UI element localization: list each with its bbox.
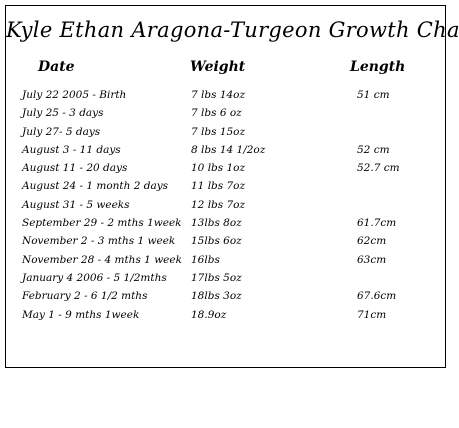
date-column-header: Date: [38, 59, 75, 75]
length-cell: 61.7cm: [357, 217, 397, 230]
table-row: July 22 2005 - Birth 7 lbs 14oz 51 cm: [6, 88, 447, 106]
length-cell: 71cm: [357, 308, 387, 321]
date-cell: May 1 - 9 mths 1week: [22, 308, 140, 321]
weight-cell: 18.9oz: [191, 308, 227, 321]
weight-cell: 15lbs 6oz: [191, 235, 242, 248]
weight-cell: 8 lbs 14 1/2oz: [191, 143, 266, 156]
date-cell: July 27- 5 days: [22, 125, 101, 138]
length-cell: 52.7 cm: [357, 162, 400, 175]
table-row: November 2 - 3 mths 1 week 15lbs 6oz 62cm: [6, 234, 447, 252]
date-cell: November 2 - 3 mths 1 week: [22, 235, 176, 248]
length-cell: 52 cm: [357, 143, 390, 156]
length-cell: 62cm: [357, 235, 387, 248]
length-cell: 67.6cm: [357, 290, 397, 303]
growth-table-body: July 22 2005 - Birth 7 lbs 14oz 51 cm July …: [6, 88, 447, 326]
table-row: August 3 - 11 days 8 lbs 14 1/2oz 52 cm: [6, 143, 447, 161]
growth-chart-panel: Kyle Ethan Aragona-Turgeon Growth Chart …: [5, 5, 459, 368]
table-row: July 27- 5 days 7 lbs 15oz: [6, 125, 447, 143]
weight-column-header: Weight: [190, 59, 246, 75]
weight-cell: 13lbs 8oz: [191, 217, 242, 230]
weight-cell: 18lbs 3oz: [191, 290, 242, 303]
date-cell: August 11 - 20 days: [22, 162, 128, 175]
chart-title: Kyle Ethan Aragona-Turgeon Growth Chart: [6, 18, 459, 42]
date-cell: August 3 - 11 days: [22, 143, 121, 156]
table-row: November 28 - 4 mths 1 week 16lbs 63cm: [6, 253, 447, 271]
weight-cell: 7 lbs 15oz: [191, 125, 246, 138]
date-cell: September 29 - 2 mths 1week: [22, 217, 182, 230]
length-cell: 51 cm: [357, 89, 390, 101]
table-row: August 31 - 5 weeks 12 lbs 7oz: [6, 198, 447, 216]
date-cell: August 31 - 5 weeks: [22, 198, 130, 211]
weight-cell: 16lbs: [191, 253, 220, 266]
date-cell: July 25 - 3 days: [22, 107, 104, 120]
table-row: August 24 - 1 month 2 days 11 lbs 7oz: [6, 179, 447, 197]
date-cell: July 22 2005 - Birth: [22, 89, 127, 101]
weight-cell: 12 lbs 7oz: [191, 198, 246, 211]
weight-cell: 7 lbs 14oz: [191, 89, 246, 101]
table-row: August 11 - 20 days 10 lbs 1oz 52.7 cm: [6, 161, 447, 179]
length-cell: 63cm: [357, 253, 387, 266]
weight-cell: 11 lbs 7oz: [191, 180, 246, 193]
date-cell: August 24 - 1 month 2 days: [22, 180, 169, 193]
length-column-header: Length: [350, 59, 406, 75]
weight-cell: 7 lbs 6 oz: [191, 107, 242, 120]
table-row: July 25 - 3 days 7 lbs 6 oz: [6, 106, 447, 124]
table-row: February 2 - 6 1/2 mths 18lbs 3oz 67.6cm: [6, 289, 447, 307]
weight-cell: 10 lbs 1oz: [191, 162, 246, 175]
weight-cell: 17lbs 5oz: [191, 271, 242, 284]
date-cell: January 4 2006 - 5 1/2mths: [22, 271, 167, 284]
table-row: January 4 2006 - 5 1/2mths 17lbs 5oz: [6, 271, 447, 289]
date-cell: February 2 - 6 1/2 mths: [22, 290, 148, 303]
table-row: September 29 - 2 mths 1week 13lbs 8oz 61.7…: [6, 216, 447, 234]
date-cell: November 28 - 4 mths 1 week: [22, 253, 182, 266]
table-row: May 1 - 9 mths 1week 18.9oz 71cm: [6, 308, 447, 326]
